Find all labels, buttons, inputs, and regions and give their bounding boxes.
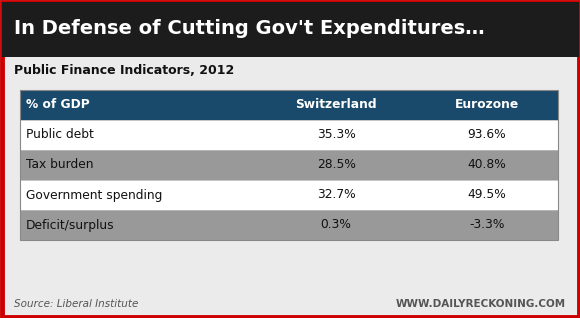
FancyBboxPatch shape — [20, 180, 558, 210]
Text: Source: Liberal Institute: Source: Liberal Institute — [14, 299, 139, 309]
Text: Public Finance Indicators, 2012: Public Finance Indicators, 2012 — [14, 64, 234, 77]
Text: 28.5%: 28.5% — [317, 158, 356, 171]
FancyBboxPatch shape — [20, 120, 558, 150]
Text: 35.3%: 35.3% — [317, 128, 356, 142]
Text: 49.5%: 49.5% — [467, 189, 506, 202]
Text: In Defense of Cutting Gov't Expenditures…: In Defense of Cutting Gov't Expenditures… — [14, 19, 485, 38]
Text: 0.3%: 0.3% — [321, 218, 351, 232]
Text: Public debt: Public debt — [26, 128, 94, 142]
Text: 40.8%: 40.8% — [467, 158, 506, 171]
FancyBboxPatch shape — [20, 150, 558, 180]
FancyBboxPatch shape — [20, 210, 558, 240]
Text: Tax burden: Tax burden — [26, 158, 93, 171]
Text: WWW.DAILYRECKONING.COM: WWW.DAILYRECKONING.COM — [396, 299, 566, 309]
Text: 93.6%: 93.6% — [467, 128, 506, 142]
Text: % of GDP: % of GDP — [26, 99, 90, 112]
Text: Switzerland: Switzerland — [295, 99, 377, 112]
Text: 32.7%: 32.7% — [317, 189, 356, 202]
Text: Deficit/surplus: Deficit/surplus — [26, 218, 115, 232]
FancyBboxPatch shape — [20, 90, 558, 120]
Text: Eurozone: Eurozone — [455, 99, 519, 112]
Text: Government spending: Government spending — [26, 189, 162, 202]
FancyBboxPatch shape — [2, 2, 578, 57]
Text: -3.3%: -3.3% — [469, 218, 505, 232]
